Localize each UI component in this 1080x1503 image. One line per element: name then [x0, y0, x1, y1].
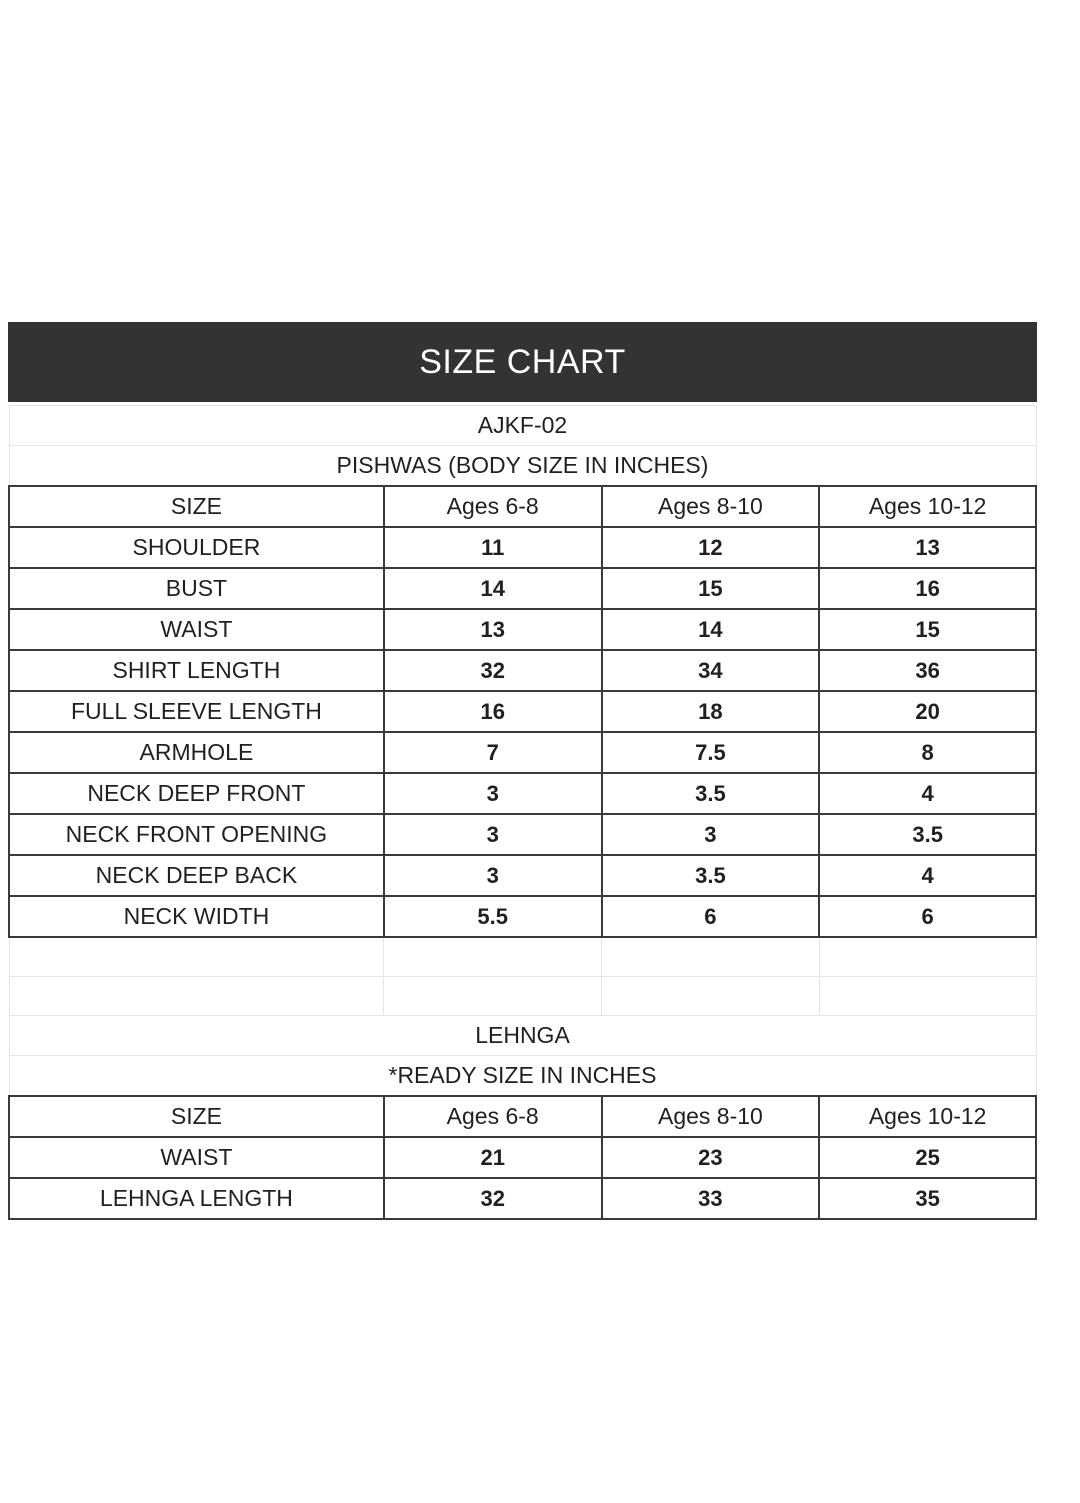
row-value-ages-6-8: 32	[382, 1177, 603, 1220]
row-value-ages-8-10: 3	[600, 813, 821, 856]
row-label: WAIST	[8, 608, 385, 651]
style-code-row: AJKF-02	[8, 405, 1037, 446]
spacer-cell	[383, 976, 603, 1016]
row-value-ages-6-8: 5.5	[382, 895, 603, 938]
row-value-ages-8-10: 34	[600, 649, 821, 692]
size-chart-table: AJKF-02 PISHWAS (BODY SIZE IN INCHES) SI…	[8, 405, 1037, 1220]
pishwas-section-title-row: PISHWAS (BODY SIZE IN INCHES)	[8, 445, 1037, 487]
pishwas-col-ages-6-8: Ages 6-8	[382, 485, 603, 528]
table-row: SHOULDER 11 12 13	[8, 526, 1037, 569]
pishwas-col-ages-8-10: Ages 8-10	[600, 485, 821, 528]
row-value-ages-10-12: 15	[818, 608, 1037, 651]
row-value-ages-6-8: 21	[382, 1136, 603, 1179]
row-label: FULL SLEEVE LENGTH	[8, 690, 385, 733]
lehnga-col-ages-10-12: Ages 10-12	[818, 1095, 1037, 1138]
row-label: BUST	[8, 567, 385, 610]
table-row: ARMHOLE 7 7.5 8	[8, 731, 1037, 774]
pishwas-col-size: SIZE	[8, 485, 385, 528]
lehnga-col-size: SIZE	[8, 1095, 385, 1138]
row-value-ages-10-12: 3.5	[818, 813, 1037, 856]
row-value-ages-8-10: 23	[600, 1136, 821, 1179]
table-row: NECK DEEP BACK 3 3.5 4	[8, 854, 1037, 897]
page-title: SIZE CHART	[419, 343, 626, 381]
lehnga-section-note-row: *READY SIZE IN INCHES	[8, 1055, 1037, 1097]
row-value-ages-6-8: 3	[382, 854, 603, 897]
lehnga-col-ages-6-8: Ages 6-8	[382, 1095, 603, 1138]
table-row: NECK FRONT OPENING 3 3 3.5	[8, 813, 1037, 856]
style-code: AJKF-02	[8, 405, 1037, 446]
row-label: ARMHOLE	[8, 731, 385, 774]
table-row: NECK DEEP FRONT 3 3.5 4	[8, 772, 1037, 815]
table-row: LEHNGA LENGTH 32 33 35	[8, 1177, 1037, 1220]
spacer-cell	[8, 976, 385, 1016]
spacer-cell	[8, 936, 385, 977]
row-label: NECK DEEP BACK	[8, 854, 385, 897]
row-value-ages-10-12: 8	[818, 731, 1037, 774]
pishwas-col-ages-10-12: Ages 10-12	[818, 485, 1037, 528]
row-label: SHOULDER	[8, 526, 385, 569]
spacer-row	[8, 936, 1037, 977]
row-value-ages-8-10: 18	[600, 690, 821, 733]
lehnga-section-title: LEHNGA	[8, 1015, 1037, 1056]
table-row: SHIRT LENGTH 32 34 36	[8, 649, 1037, 692]
row-value-ages-8-10: 33	[600, 1177, 821, 1220]
spacer-cell	[818, 936, 1037, 977]
row-value-ages-10-12: 13	[818, 526, 1037, 569]
row-value-ages-10-12: 4	[818, 772, 1037, 815]
spacer-cell	[601, 976, 820, 1016]
row-value-ages-10-12: 35	[818, 1177, 1037, 1220]
row-value-ages-8-10: 7.5	[600, 731, 821, 774]
table-row: FULL SLEEVE LENGTH 16 18 20	[8, 690, 1037, 733]
size-chart-banner: SIZE CHART	[8, 322, 1037, 402]
row-label: NECK WIDTH	[8, 895, 385, 938]
row-value-ages-8-10: 12	[600, 526, 821, 569]
row-value-ages-10-12: 25	[818, 1136, 1037, 1179]
table-row: BUST 14 15 16	[8, 567, 1037, 610]
lehnga-header-row: SIZE Ages 6-8 Ages 8-10 Ages 10-12	[8, 1095, 1037, 1138]
row-value-ages-6-8: 14	[382, 567, 603, 610]
table-row: NECK WIDTH 5.5 6 6	[8, 895, 1037, 938]
pishwas-header-row: SIZE Ages 6-8 Ages 8-10 Ages 10-12	[8, 485, 1037, 528]
spacer-cell	[818, 976, 1037, 1016]
lehnga-col-ages-8-10: Ages 8-10	[600, 1095, 821, 1138]
row-value-ages-10-12: 16	[818, 567, 1037, 610]
spacer-row	[8, 976, 1037, 1016]
row-value-ages-8-10: 6	[600, 895, 821, 938]
spacer-cell	[601, 936, 820, 977]
lehnga-section-note: *READY SIZE IN INCHES	[8, 1055, 1037, 1097]
row-value-ages-8-10: 3.5	[600, 772, 821, 815]
row-value-ages-10-12: 6	[818, 895, 1037, 938]
row-label: NECK DEEP FRONT	[8, 772, 385, 815]
row-label: SHIRT LENGTH	[8, 649, 385, 692]
top-whitespace	[0, 0, 1080, 322]
pishwas-section-title: PISHWAS (BODY SIZE IN INCHES)	[8, 445, 1037, 487]
row-value-ages-8-10: 15	[600, 567, 821, 610]
row-value-ages-6-8: 7	[382, 731, 603, 774]
row-label: WAIST	[8, 1136, 385, 1179]
row-value-ages-6-8: 11	[382, 526, 603, 569]
row-value-ages-6-8: 16	[382, 690, 603, 733]
row-value-ages-8-10: 14	[600, 608, 821, 651]
row-value-ages-6-8: 13	[382, 608, 603, 651]
size-chart-tables: AJKF-02 PISHWAS (BODY SIZE IN INCHES) SI…	[8, 405, 1037, 1220]
spacer-cell	[383, 936, 603, 977]
row-value-ages-6-8: 32	[382, 649, 603, 692]
row-value-ages-10-12: 36	[818, 649, 1037, 692]
lehnga-section-title-row: LEHNGA	[8, 1015, 1037, 1056]
row-label: LEHNGA LENGTH	[8, 1177, 385, 1220]
table-row: WAIST 13 14 15	[8, 608, 1037, 651]
row-value-ages-6-8: 3	[382, 772, 603, 815]
table-row: WAIST 21 23 25	[8, 1136, 1037, 1179]
row-value-ages-10-12: 4	[818, 854, 1037, 897]
row-value-ages-8-10: 3.5	[600, 854, 821, 897]
row-value-ages-10-12: 20	[818, 690, 1037, 733]
row-value-ages-6-8: 3	[382, 813, 603, 856]
row-label: NECK FRONT OPENING	[8, 813, 385, 856]
